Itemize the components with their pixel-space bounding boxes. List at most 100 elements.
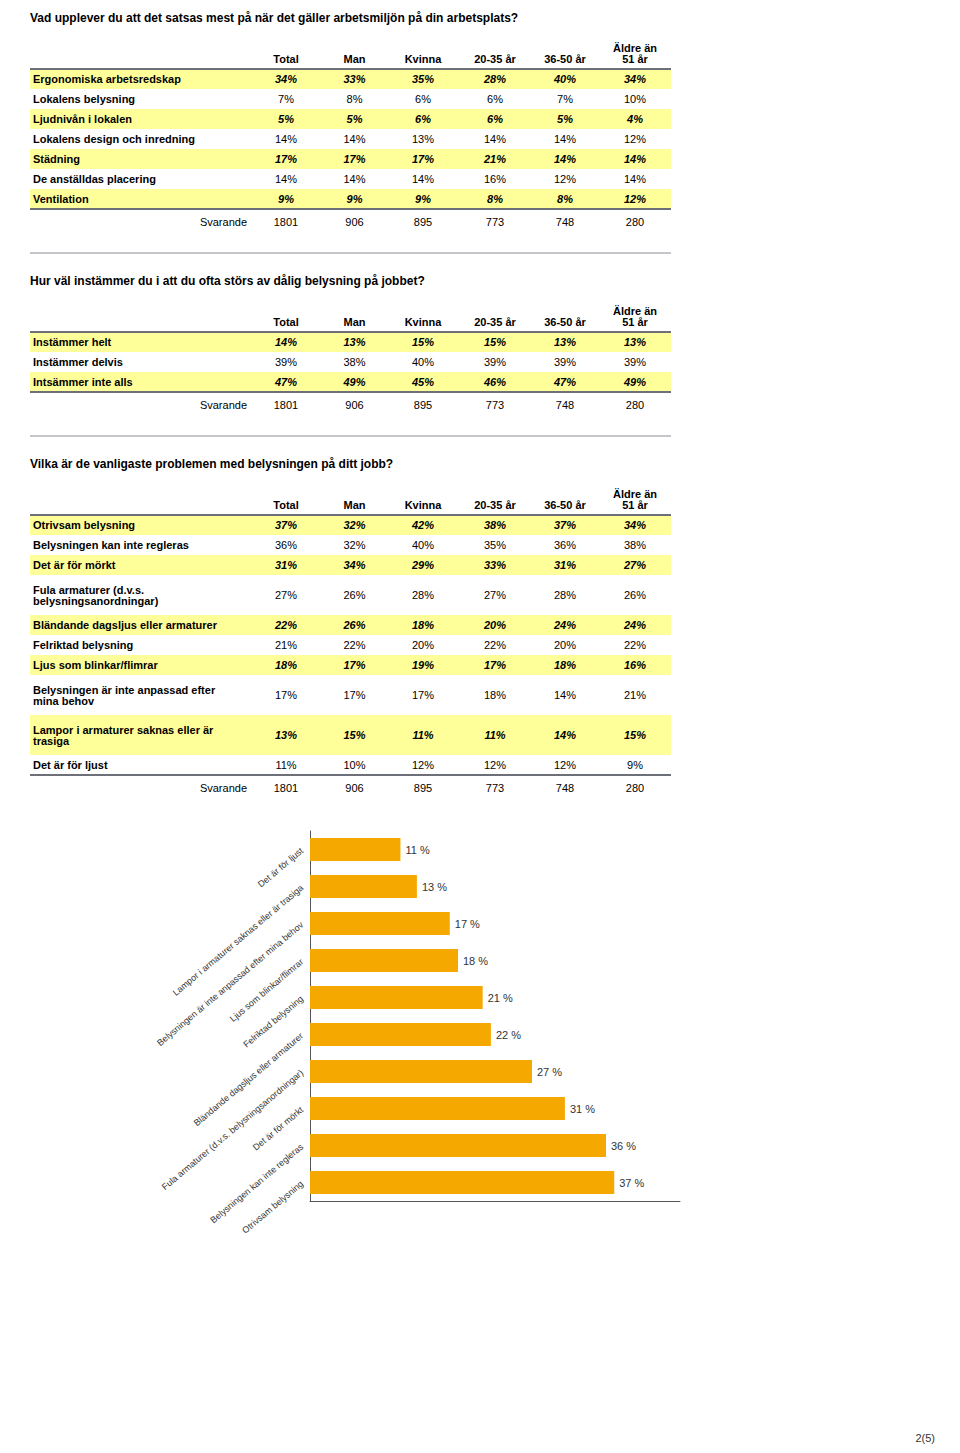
svg-text:14%: 14% bbox=[343, 133, 365, 145]
svg-text:Ljus som blinkar/flimrar: Ljus som blinkar/flimrar bbox=[33, 659, 158, 671]
svg-text:12%: 12% bbox=[624, 133, 646, 145]
svg-text:Total: Total bbox=[273, 53, 298, 65]
svg-text:27%: 27% bbox=[275, 589, 297, 601]
svg-text:748: 748 bbox=[556, 399, 574, 411]
svg-text:Total: Total bbox=[273, 316, 298, 328]
svg-text:17%: 17% bbox=[343, 659, 365, 671]
svg-text:29%: 29% bbox=[411, 559, 434, 571]
svg-text:280: 280 bbox=[626, 782, 644, 794]
svg-text:10%: 10% bbox=[624, 93, 646, 105]
svg-text:906: 906 bbox=[345, 782, 363, 794]
svg-text:18 %: 18 % bbox=[463, 955, 488, 967]
svg-text:32%: 32% bbox=[343, 519, 365, 531]
svg-text:19%: 19% bbox=[412, 659, 434, 671]
svg-text:32%: 32% bbox=[343, 539, 365, 551]
svg-text:5%: 5% bbox=[557, 113, 573, 125]
svg-text:26%: 26% bbox=[342, 619, 365, 631]
svg-text:35%: 35% bbox=[484, 539, 506, 551]
svg-text:Lokalens design och inredning: Lokalens design och inredning bbox=[33, 133, 195, 145]
svg-text:36-50 år: 36-50 år bbox=[544, 53, 586, 65]
svg-text:14%: 14% bbox=[275, 336, 297, 348]
svg-text:34%: 34% bbox=[624, 73, 646, 85]
svg-text:1801: 1801 bbox=[274, 782, 298, 794]
svg-text:280: 280 bbox=[626, 216, 644, 228]
svg-text:773: 773 bbox=[486, 782, 504, 794]
svg-text:906: 906 bbox=[345, 399, 363, 411]
svg-text:Hur väl instämmer du i att du: Hur väl instämmer du i att du ofta störs… bbox=[30, 274, 425, 288]
svg-text:1801: 1801 bbox=[274, 216, 298, 228]
svg-text:Instämmer delvis: Instämmer delvis bbox=[33, 356, 123, 368]
svg-text:13%: 13% bbox=[554, 336, 576, 348]
svg-text:40%: 40% bbox=[412, 356, 434, 368]
svg-text:14%: 14% bbox=[554, 153, 576, 165]
svg-text:895: 895 bbox=[414, 216, 432, 228]
svg-text:40%: 40% bbox=[412, 539, 434, 551]
svg-text:Det är för ljust: Det är för ljust bbox=[33, 759, 108, 771]
svg-text:34%: 34% bbox=[343, 559, 365, 571]
svg-text:18%: 18% bbox=[275, 659, 297, 671]
svg-text:21 %: 21 % bbox=[488, 992, 513, 1004]
svg-text:16%: 16% bbox=[624, 659, 646, 671]
svg-text:7%: 7% bbox=[557, 93, 573, 105]
svg-text:Kvinna: Kvinna bbox=[405, 499, 443, 511]
svg-text:36-50 år: 36-50 år bbox=[544, 316, 586, 328]
svg-text:10%: 10% bbox=[343, 759, 365, 771]
svg-text:Ljudnivån i lokalen: Ljudnivån i lokalen bbox=[33, 113, 132, 125]
svg-text:9%: 9% bbox=[415, 193, 431, 205]
svg-text:906: 906 bbox=[345, 216, 363, 228]
svg-text:39%: 39% bbox=[484, 356, 506, 368]
svg-text:13%: 13% bbox=[275, 729, 297, 741]
svg-text:49%: 49% bbox=[342, 376, 365, 388]
svg-text:16%: 16% bbox=[484, 173, 506, 185]
svg-text:Bländande dagsljus eller armat: Bländande dagsljus eller armaturer bbox=[33, 619, 218, 631]
svg-text:39%: 39% bbox=[275, 356, 297, 368]
svg-text:31%: 31% bbox=[554, 559, 576, 571]
svg-text:11%: 11% bbox=[484, 729, 505, 741]
svg-text:31%: 31% bbox=[275, 559, 297, 571]
svg-text:14%: 14% bbox=[554, 689, 576, 701]
svg-text:26%: 26% bbox=[624, 589, 646, 601]
svg-text:42%: 42% bbox=[411, 519, 434, 531]
svg-text:Svarande: Svarande bbox=[200, 782, 247, 794]
svg-text:9%: 9% bbox=[627, 759, 643, 771]
svg-text:5%: 5% bbox=[278, 113, 294, 125]
svg-text:12%: 12% bbox=[554, 759, 576, 771]
svg-text:49%: 49% bbox=[623, 376, 646, 388]
svg-text:22%: 22% bbox=[274, 619, 297, 631]
svg-text:33%: 33% bbox=[484, 559, 506, 571]
svg-text:773: 773 bbox=[486, 216, 504, 228]
svg-text:38%: 38% bbox=[343, 356, 365, 368]
svg-text:8%: 8% bbox=[347, 93, 363, 105]
svg-text:31 %: 31 % bbox=[570, 1103, 595, 1115]
svg-text:27%: 27% bbox=[623, 559, 646, 571]
svg-text:748: 748 bbox=[556, 782, 574, 794]
svg-text:11%: 11% bbox=[412, 729, 433, 741]
svg-text:895: 895 bbox=[414, 399, 432, 411]
svg-text:Vilka är de vanligaste problem: Vilka är de vanligaste problemen med bel… bbox=[30, 457, 393, 471]
svg-text:De anställdas placering: De anställdas placering bbox=[33, 173, 156, 185]
svg-text:12%: 12% bbox=[412, 759, 434, 771]
svg-text:24%: 24% bbox=[623, 619, 646, 631]
svg-text:Fula armaturer (d.v.s. belysni: Fula armaturer (d.v.s. belysningsanordni… bbox=[160, 1068, 305, 1192]
svg-text:22%: 22% bbox=[624, 639, 646, 651]
svg-text:14%: 14% bbox=[275, 173, 297, 185]
svg-text:22 %: 22 % bbox=[496, 1029, 521, 1041]
svg-text:20-35 år: 20-35 år bbox=[474, 316, 516, 328]
svg-text:Städning: Städning bbox=[33, 153, 80, 165]
svg-text:15%: 15% bbox=[484, 336, 506, 348]
svg-text:11 %: 11 % bbox=[405, 844, 429, 856]
svg-text:18%: 18% bbox=[554, 659, 576, 671]
svg-text:13%: 13% bbox=[343, 336, 365, 348]
svg-text:39%: 39% bbox=[554, 356, 576, 368]
svg-text:38%: 38% bbox=[484, 519, 506, 531]
svg-text:14%: 14% bbox=[275, 133, 297, 145]
svg-text:8%: 8% bbox=[487, 193, 503, 205]
svg-text:22%: 22% bbox=[484, 639, 506, 651]
svg-text:Intsämmer inte alls: Intsämmer inte alls bbox=[33, 376, 133, 388]
svg-text:6%: 6% bbox=[487, 93, 503, 105]
svg-text:Ljus som blinkar/flimrar: Ljus som blinkar/flimrar bbox=[228, 957, 305, 1024]
svg-text:28%: 28% bbox=[412, 589, 434, 601]
svg-text:38%: 38% bbox=[624, 539, 646, 551]
svg-text:36 %: 36 % bbox=[611, 1140, 636, 1152]
svg-text:trasiga: trasiga bbox=[33, 735, 70, 747]
